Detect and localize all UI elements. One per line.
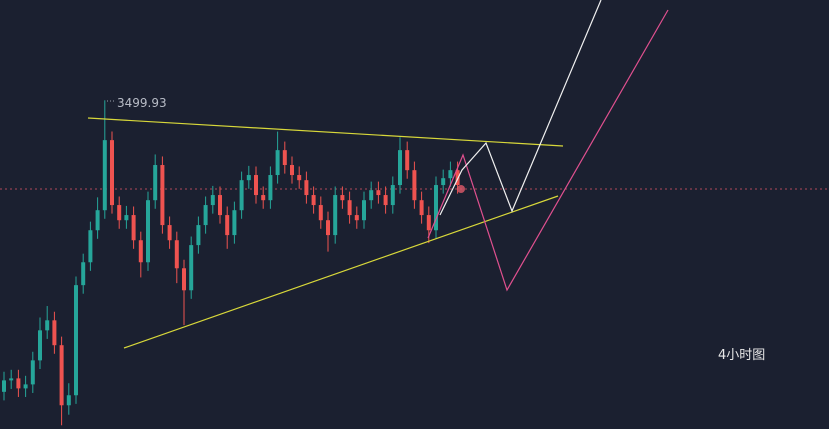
candle-body [182, 268, 186, 291]
peak-label: 3499.93 [117, 96, 167, 110]
candle-body [448, 170, 453, 179]
candle-body [45, 320, 50, 331]
candle-body [383, 195, 388, 206]
candle-body [225, 215, 230, 236]
candle-body [282, 150, 287, 166]
candle-body [110, 140, 114, 206]
candle-body [203, 205, 208, 226]
candle-body [246, 175, 251, 181]
current-price-dot [457, 185, 465, 193]
candle-body [160, 165, 165, 226]
candle-body [66, 395, 71, 406]
candle-body [362, 200, 366, 221]
candle-body [304, 180, 309, 196]
candle-body [441, 178, 446, 186]
candle-body [52, 320, 57, 346]
candle-body [232, 210, 237, 236]
candle-body [30, 360, 35, 385]
candle-body [347, 200, 352, 216]
candle-body [174, 240, 179, 269]
candle-body [38, 330, 42, 361]
candle-body [340, 195, 345, 201]
candle-body [275, 150, 280, 176]
candle-body [210, 195, 215, 206]
projection-white [439, 0, 602, 216]
candle-body [196, 225, 201, 246]
candle-body [9, 378, 14, 381]
candle-body [390, 185, 395, 206]
candle-body [268, 175, 273, 201]
candle-body [455, 170, 460, 186]
candle-body [124, 215, 129, 221]
candle-body [434, 185, 438, 231]
candle-body [239, 180, 244, 211]
candle-body [88, 230, 93, 263]
candle-body [81, 262, 86, 286]
candle-body [23, 384, 28, 389]
upper-trendline [87, 117, 564, 147]
candle-body [138, 240, 143, 263]
candle-body [167, 225, 172, 241]
candle-body [318, 205, 323, 221]
candle-body [218, 195, 222, 216]
candle-body [153, 165, 158, 201]
candle-body [311, 195, 316, 206]
candle-body [412, 170, 417, 201]
candle-body [254, 175, 258, 196]
candle-body [376, 190, 381, 196]
candle-body [59, 345, 64, 406]
candle-body [326, 220, 330, 236]
candle-body [297, 175, 302, 181]
candle-body [354, 215, 359, 221]
candle-body [117, 205, 122, 221]
candle-body [146, 200, 150, 263]
candle-body [426, 215, 431, 231]
candle-body [290, 165, 294, 176]
candles [2, 100, 460, 426]
candle-body [261, 195, 266, 201]
candle-body [74, 285, 78, 396]
candle-body [405, 150, 410, 171]
candle-body [333, 195, 338, 236]
candle-body [102, 140, 107, 211]
candle-body [369, 190, 374, 201]
candle-body [16, 378, 21, 389]
lower-trendline [123, 195, 559, 349]
projection-pink [427, 9, 669, 292]
candle-body [95, 210, 100, 231]
candle-body [398, 150, 402, 186]
candle-body [2, 380, 6, 392]
candle-body [131, 215, 136, 241]
candle-body [419, 200, 424, 216]
candle-body [189, 245, 194, 291]
timeframe-label: 4小时图 [718, 348, 765, 363]
